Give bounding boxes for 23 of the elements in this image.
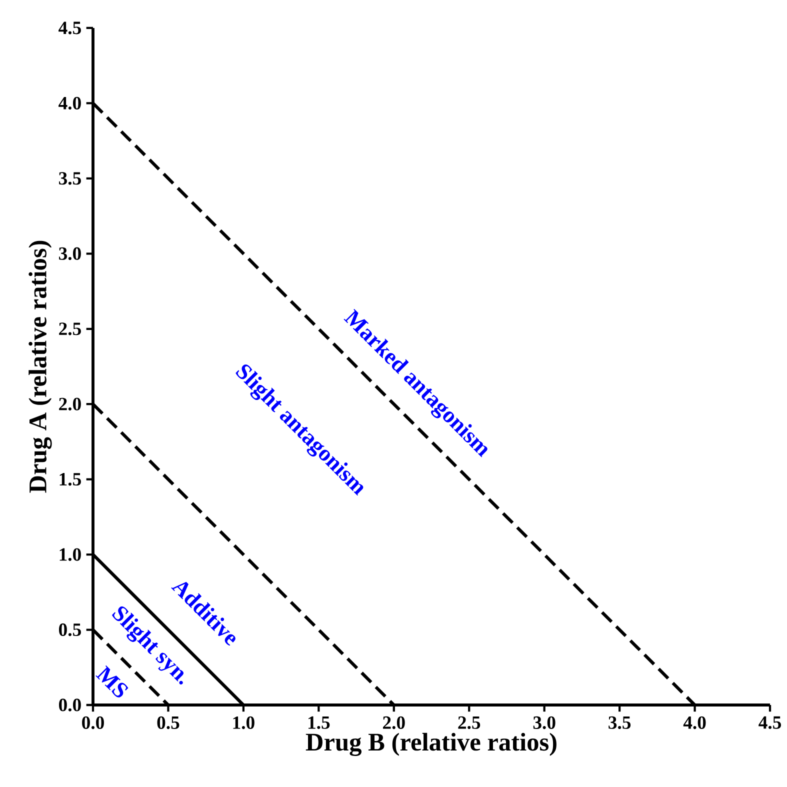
x-tick-label: 3.5 [608,716,631,730]
x-tick-label: 0.5 [157,716,180,730]
x-axis-title: Drug B (relative ratios) [306,732,556,756]
x-tick-label: 1.5 [308,716,330,729]
y-tick-label: 0.5 [59,623,81,636]
x-tick-label: 4.0 [683,716,706,730]
annotation: MS [96,665,128,698]
y-tick-label: 1.0 [60,548,81,561]
y-tick-label: 4.0 [58,96,81,110]
x-tick-label: 4.5 [758,716,781,729]
x-tick-label: 1.0 [233,716,254,730]
x-tick-label: 2.5 [458,716,480,730]
y-tick-label: 4.5 [58,22,81,34]
x-tick-label: 0.0 [82,716,104,730]
y-axis-title: Drug A (relative ratios) [28,240,52,493]
y-tick-label: 2.0 [59,398,81,410]
x-tick-label: 3.0 [533,716,556,730]
y-tick-label: 2.5 [59,322,81,336]
y-tick-label: 1.5 [60,473,81,486]
y-tick-label: 3.5 [59,172,81,185]
x-tick-label: 2.0 [383,716,405,730]
y-tick-label: 3.0 [59,247,81,260]
y-tick-label: 0.0 [59,698,81,712]
